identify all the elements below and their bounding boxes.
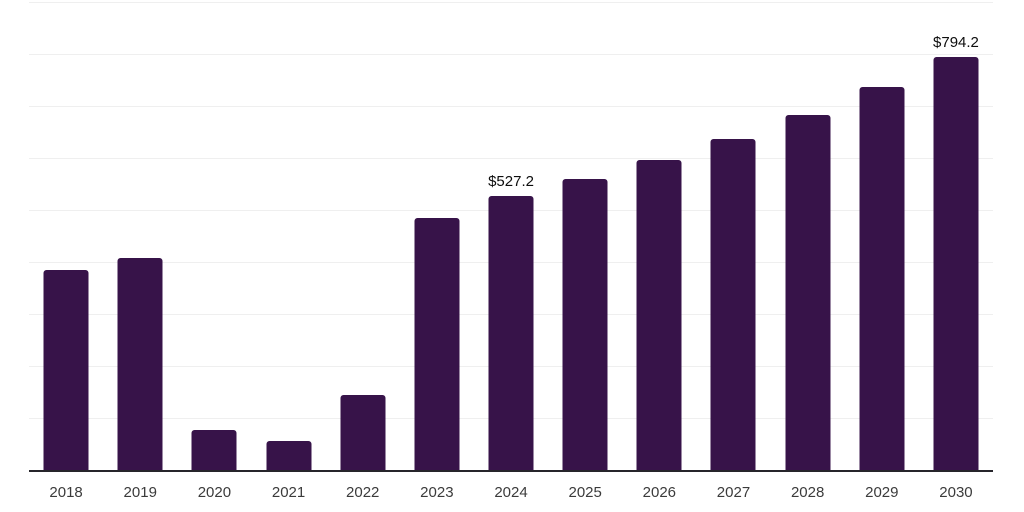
x-tick-label-2027: 2027: [716, 484, 751, 501]
bar-value-label-2024: $527.2: [488, 172, 534, 190]
x-tick-label-2020: 2020: [197, 484, 232, 501]
bar-2027: [710, 138, 756, 470]
x-tick-label-2029: 2029: [865, 484, 899, 501]
gridline-900: [29, 2, 993, 3]
bar-value-label-2030: $794.2: [933, 34, 979, 52]
bar-2023: [414, 218, 460, 470]
bar-2021: [266, 440, 312, 470]
bar-slot-2021: [251, 2, 325, 470]
bar-2020: [191, 430, 237, 470]
bar-2029: [859, 86, 905, 470]
x-tick-label-2024: 2024: [494, 484, 528, 501]
plot-area: $527.2 $794.2: [29, 2, 993, 472]
x-tick-label-2019: 2019: [123, 484, 157, 501]
x-tick-label-2030: 2030: [939, 484, 973, 501]
bar-slot-2029: [845, 2, 919, 470]
x-tick-label-2028: 2028: [790, 484, 825, 501]
bar-slot-2025: [548, 2, 622, 470]
gridline-700: [29, 106, 993, 107]
bar-slot-2023: [400, 2, 474, 470]
bar-2030: [933, 57, 979, 470]
bar-slot-2028: [771, 2, 845, 470]
x-tick-label-2026: 2026: [642, 484, 677, 501]
bar-2019: [117, 257, 163, 470]
bar-2025: [562, 178, 608, 470]
x-tick-label-2022: 2022: [346, 484, 380, 501]
bar-slot-2026: [622, 2, 696, 470]
x-tick-label-2023: 2023: [420, 484, 454, 501]
bar-series: $527.2 $794.2: [29, 2, 993, 470]
bar-slot-2022: [326, 2, 400, 470]
bar-slot-2030: $794.2: [919, 2, 993, 470]
bar-slot-2018: [29, 2, 103, 470]
x-tick-label-2021: 2021: [271, 484, 306, 501]
gridline-800: [29, 54, 993, 55]
bar-2022: [340, 394, 386, 470]
bar-2024: [488, 195, 534, 470]
x-axis-labels: 2018 2019 2020 2021 2022 2023 2024 2025 2026 2027…: [29, 472, 993, 500]
bar-slot-2027: [696, 2, 770, 470]
gridline-600: [29, 158, 993, 159]
x-tick-label-2018: 2018: [49, 484, 83, 501]
bar-slot-2019: [103, 2, 177, 470]
bar-2026: [636, 159, 682, 470]
bar-slot-2020: [177, 2, 251, 470]
x-tick-label-2025: 2025: [568, 484, 602, 501]
bar-slot-2024: $527.2: [474, 2, 548, 470]
bar-2018: [43, 269, 89, 470]
bar-2028: [785, 114, 831, 470]
